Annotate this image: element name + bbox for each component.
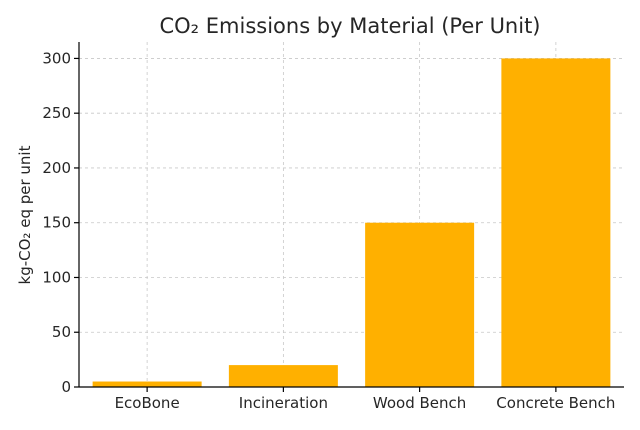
y-tick-label: 200: [42, 159, 71, 177]
chart-title: CO₂ Emissions by Material (Per Unit): [159, 14, 540, 38]
y-axis-label: kg-CO₂ eq per unit: [16, 145, 34, 284]
bar-wood-bench: [365, 222, 475, 387]
y-tick-label: 300: [42, 49, 71, 67]
axes: [74, 42, 624, 392]
bar-concrete-bench: [501, 58, 611, 388]
y-tick-label: 50: [52, 323, 71, 341]
bar-incineration: [228, 365, 338, 387]
x-tick-label: Wood Bench: [373, 394, 466, 412]
bar-ecobone: [92, 381, 202, 387]
x-tick-label: EcoBone: [115, 394, 180, 412]
tick-labels: 0 50 100 150 200 250 300 EcoBone Incineration Woo…: [42, 49, 615, 412]
y-tick-label: 100: [42, 268, 71, 286]
y-tick-label: 250: [42, 104, 71, 122]
y-tick-label: 0: [61, 378, 71, 396]
x-tick-label: Concrete Bench: [496, 394, 615, 412]
grid-lines: [79, 42, 624, 388]
y-tick-label: 150: [42, 214, 71, 232]
bars: [92, 58, 611, 388]
x-tick-label: Incineration: [239, 394, 328, 412]
